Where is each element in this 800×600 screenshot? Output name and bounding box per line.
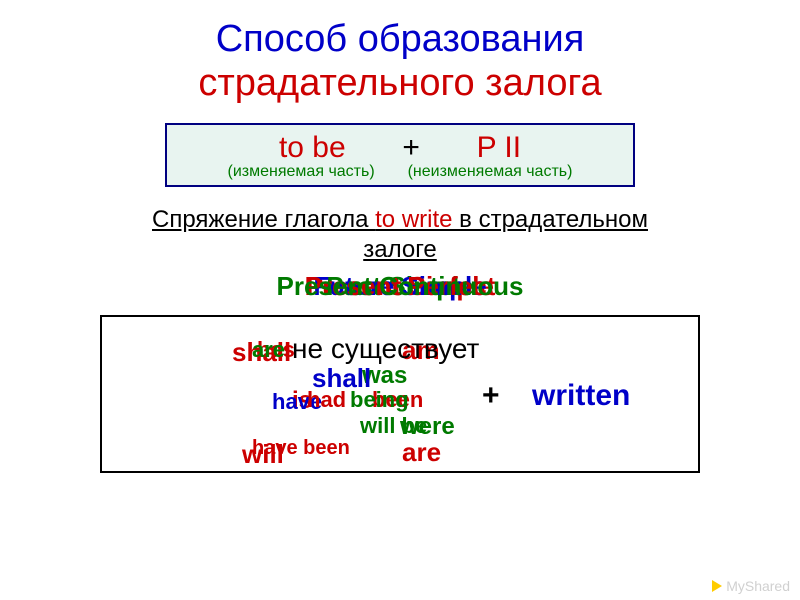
be-form: are: [402, 437, 441, 468]
conjug-suffix: в страдательном: [453, 206, 648, 233]
formula-sub: (изменяемая часть) (неизменяемая часть): [177, 163, 623, 181]
title-block: Способ образования страдательного залога: [0, 0, 800, 105]
formula-left: to be: [279, 131, 346, 164]
be-form: will be: [360, 413, 427, 439]
formula-sub-left: (изменяемая часть): [228, 163, 375, 180]
formula-sub-right: (неизменяемая часть): [408, 163, 573, 180]
conjug-verb: to write: [375, 206, 452, 233]
be-form: being: [350, 387, 409, 413]
watermark: MyShared: [712, 578, 790, 594]
title-line-1: Способ образования: [0, 18, 800, 62]
formula-box: to be + P II (изменяемая часть) (неизмен…: [165, 123, 635, 187]
conjug-prefix: Спряжение глагола: [152, 206, 375, 233]
formula-main: to be + P II: [177, 131, 623, 165]
conjugation-heading: Спряжение глагола to write в страдательн…: [0, 205, 800, 265]
tense-label: Present Continuous: [0, 271, 800, 302]
be-form: have been: [252, 437, 350, 460]
plus-sign: +: [482, 379, 500, 413]
example-box: amisarewaswereshallshallwillwill behaveh…: [100, 315, 700, 473]
not-exist-label: не существует: [292, 333, 479, 365]
title-line-2: страдательного залога: [0, 62, 800, 106]
be-form: had: [307, 387, 346, 413]
tense-label-overlay: Present SimplePast SimpleFuture SimplePr…: [0, 271, 800, 305]
conjug-line2: залоге: [363, 236, 437, 263]
watermark-text: MyShared: [726, 578, 790, 594]
play-icon: [712, 580, 722, 592]
formula-right: P II: [477, 131, 521, 164]
formula-plus: +: [402, 131, 420, 164]
be-form: are: [252, 337, 285, 363]
participle: written: [532, 379, 630, 413]
